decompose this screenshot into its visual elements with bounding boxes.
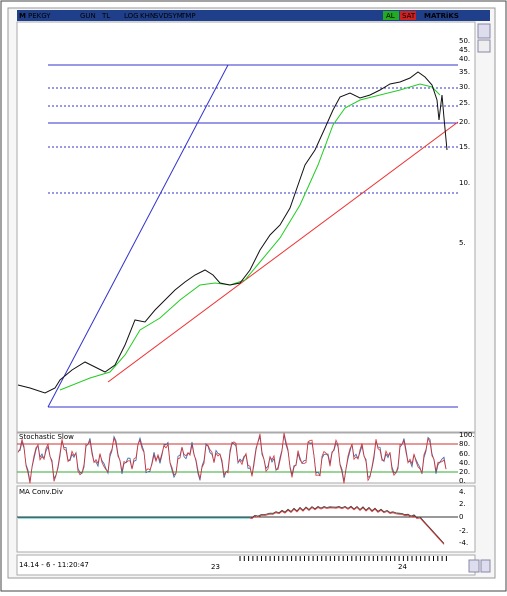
panel-title: MA Conv.Div — [19, 488, 63, 496]
year-label: 24 — [398, 563, 407, 571]
toolbar-button[interactable]: KHN — [140, 12, 155, 20]
price-pane — [16, 21, 476, 433]
stoch-label: 20. — [459, 468, 470, 476]
toolbar-button[interactable]: SVD — [154, 12, 169, 20]
macd-line — [18, 505, 445, 544]
macd-label: 4. — [459, 488, 466, 496]
drawings — [17, 64, 459, 408]
stoch-d — [17, 432, 447, 484]
scroll-right[interactable] — [480, 559, 491, 573]
sell: SAT — [402, 12, 416, 20]
macd-pane — [16, 485, 476, 553]
stoch-label: 100. — [459, 431, 475, 439]
buy: AL — [386, 12, 395, 20]
price-label: 5. — [459, 239, 466, 247]
logo: M — [19, 12, 26, 20]
price-label: 40. — [459, 55, 470, 63]
side-button[interactable] — [477, 39, 491, 53]
price-label: 35. — [459, 68, 470, 76]
toolbar — [17, 10, 490, 21]
price-label: 45. — [459, 46, 470, 54]
toolbar-button[interactable]: TL — [101, 12, 110, 20]
toolbar-button[interactable]: LOG — [124, 12, 139, 20]
price-line — [17, 71, 448, 394]
stoch-label: 80. — [459, 440, 470, 448]
toolbar-button[interactable]: TMP — [180, 12, 196, 20]
toolbar-button[interactable]: GUN — [80, 12, 96, 20]
scroll-left[interactable] — [468, 559, 480, 573]
trend-line — [47, 64, 229, 408]
price-label: 15. — [459, 143, 470, 151]
status-time: 14.14 - 6 - 11:20:47 — [19, 561, 89, 569]
stoch-label: 60. — [459, 450, 470, 458]
brand: MATRiKS — [424, 12, 459, 20]
year-label: 23 — [211, 563, 220, 571]
buy-button[interactable] — [383, 11, 399, 20]
sell-button[interactable] — [400, 11, 416, 20]
price-label: 20. — [459, 118, 470, 126]
macd-label: -4. — [459, 539, 468, 547]
symbol: PEKGY — [28, 12, 51, 20]
side-button[interactable] — [477, 23, 491, 39]
price-label: 10. — [459, 179, 470, 187]
stoch-label: 0. — [459, 477, 466, 485]
price-label: 30. — [459, 83, 470, 91]
moving-average — [59, 83, 441, 391]
macd-label: 2. — [459, 500, 466, 508]
price-label: 25. — [459, 99, 470, 107]
macd-label: -2. — [459, 527, 468, 535]
macd-label: 0 — [459, 513, 463, 521]
panel-title: Stochastic Slow — [19, 433, 74, 441]
toolbar-button[interactable]: SYM — [168, 12, 183, 20]
price-label: 50. — [459, 37, 470, 45]
stochastic-pane — [16, 432, 476, 484]
stoch-label: 40. — [459, 459, 470, 467]
trend-line — [107, 121, 459, 383]
